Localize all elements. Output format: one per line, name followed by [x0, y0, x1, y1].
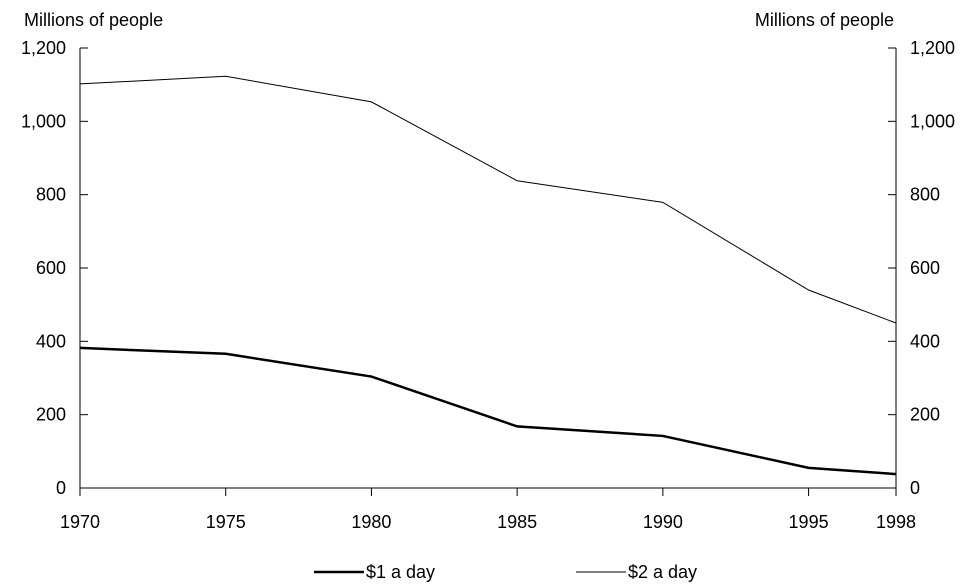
right-axis-unit: Millions of people — [755, 10, 894, 30]
x-tick-label: 1980 — [351, 512, 391, 532]
y-tick-label-left: 600 — [36, 258, 66, 278]
y-tick-label-left: 800 — [36, 185, 66, 205]
y-tick-label-left: 0 — [56, 478, 66, 498]
y-tick-label-right: 200 — [910, 405, 940, 425]
series-line-1 — [79, 346, 897, 476]
legend-label-1: $1 a day — [366, 562, 435, 582]
y-tick-label-right: 1,200 — [910, 38, 955, 58]
x-tick-label: 1975 — [206, 512, 246, 532]
x-tick-label: 1995 — [789, 512, 829, 532]
y-tick-label-right: 800 — [910, 185, 940, 205]
y-tick-label-right: 0 — [910, 478, 920, 498]
left-axis-unit: Millions of people — [24, 10, 163, 30]
y-tick-label-right: 600 — [910, 258, 940, 278]
x-tick-label: 1970 — [60, 512, 100, 532]
x-tick-label: 1998 — [876, 512, 916, 532]
legend: $1 a day $2 a day — [314, 562, 697, 582]
y-tick-label-left: 400 — [36, 331, 66, 351]
y-tick-label-left: 1,000 — [21, 111, 66, 131]
series-line-2 — [79, 75, 897, 324]
series-lines — [79, 75, 897, 476]
legend-label-2: $2 a day — [628, 562, 697, 582]
y-tick-label-right: 1,000 — [910, 111, 955, 131]
y-tick-label-left: 1,200 — [21, 38, 66, 58]
axes: 0 0 200 200 400 400 600 600 800 800 1,000 1,000 1,20… — [21, 38, 955, 532]
x-tick-label: 1990 — [643, 512, 683, 532]
y-tick-label-right: 400 — [910, 331, 940, 351]
x-tick-label: 1985 — [497, 512, 537, 532]
y-tick-label-left: 200 — [36, 405, 66, 425]
